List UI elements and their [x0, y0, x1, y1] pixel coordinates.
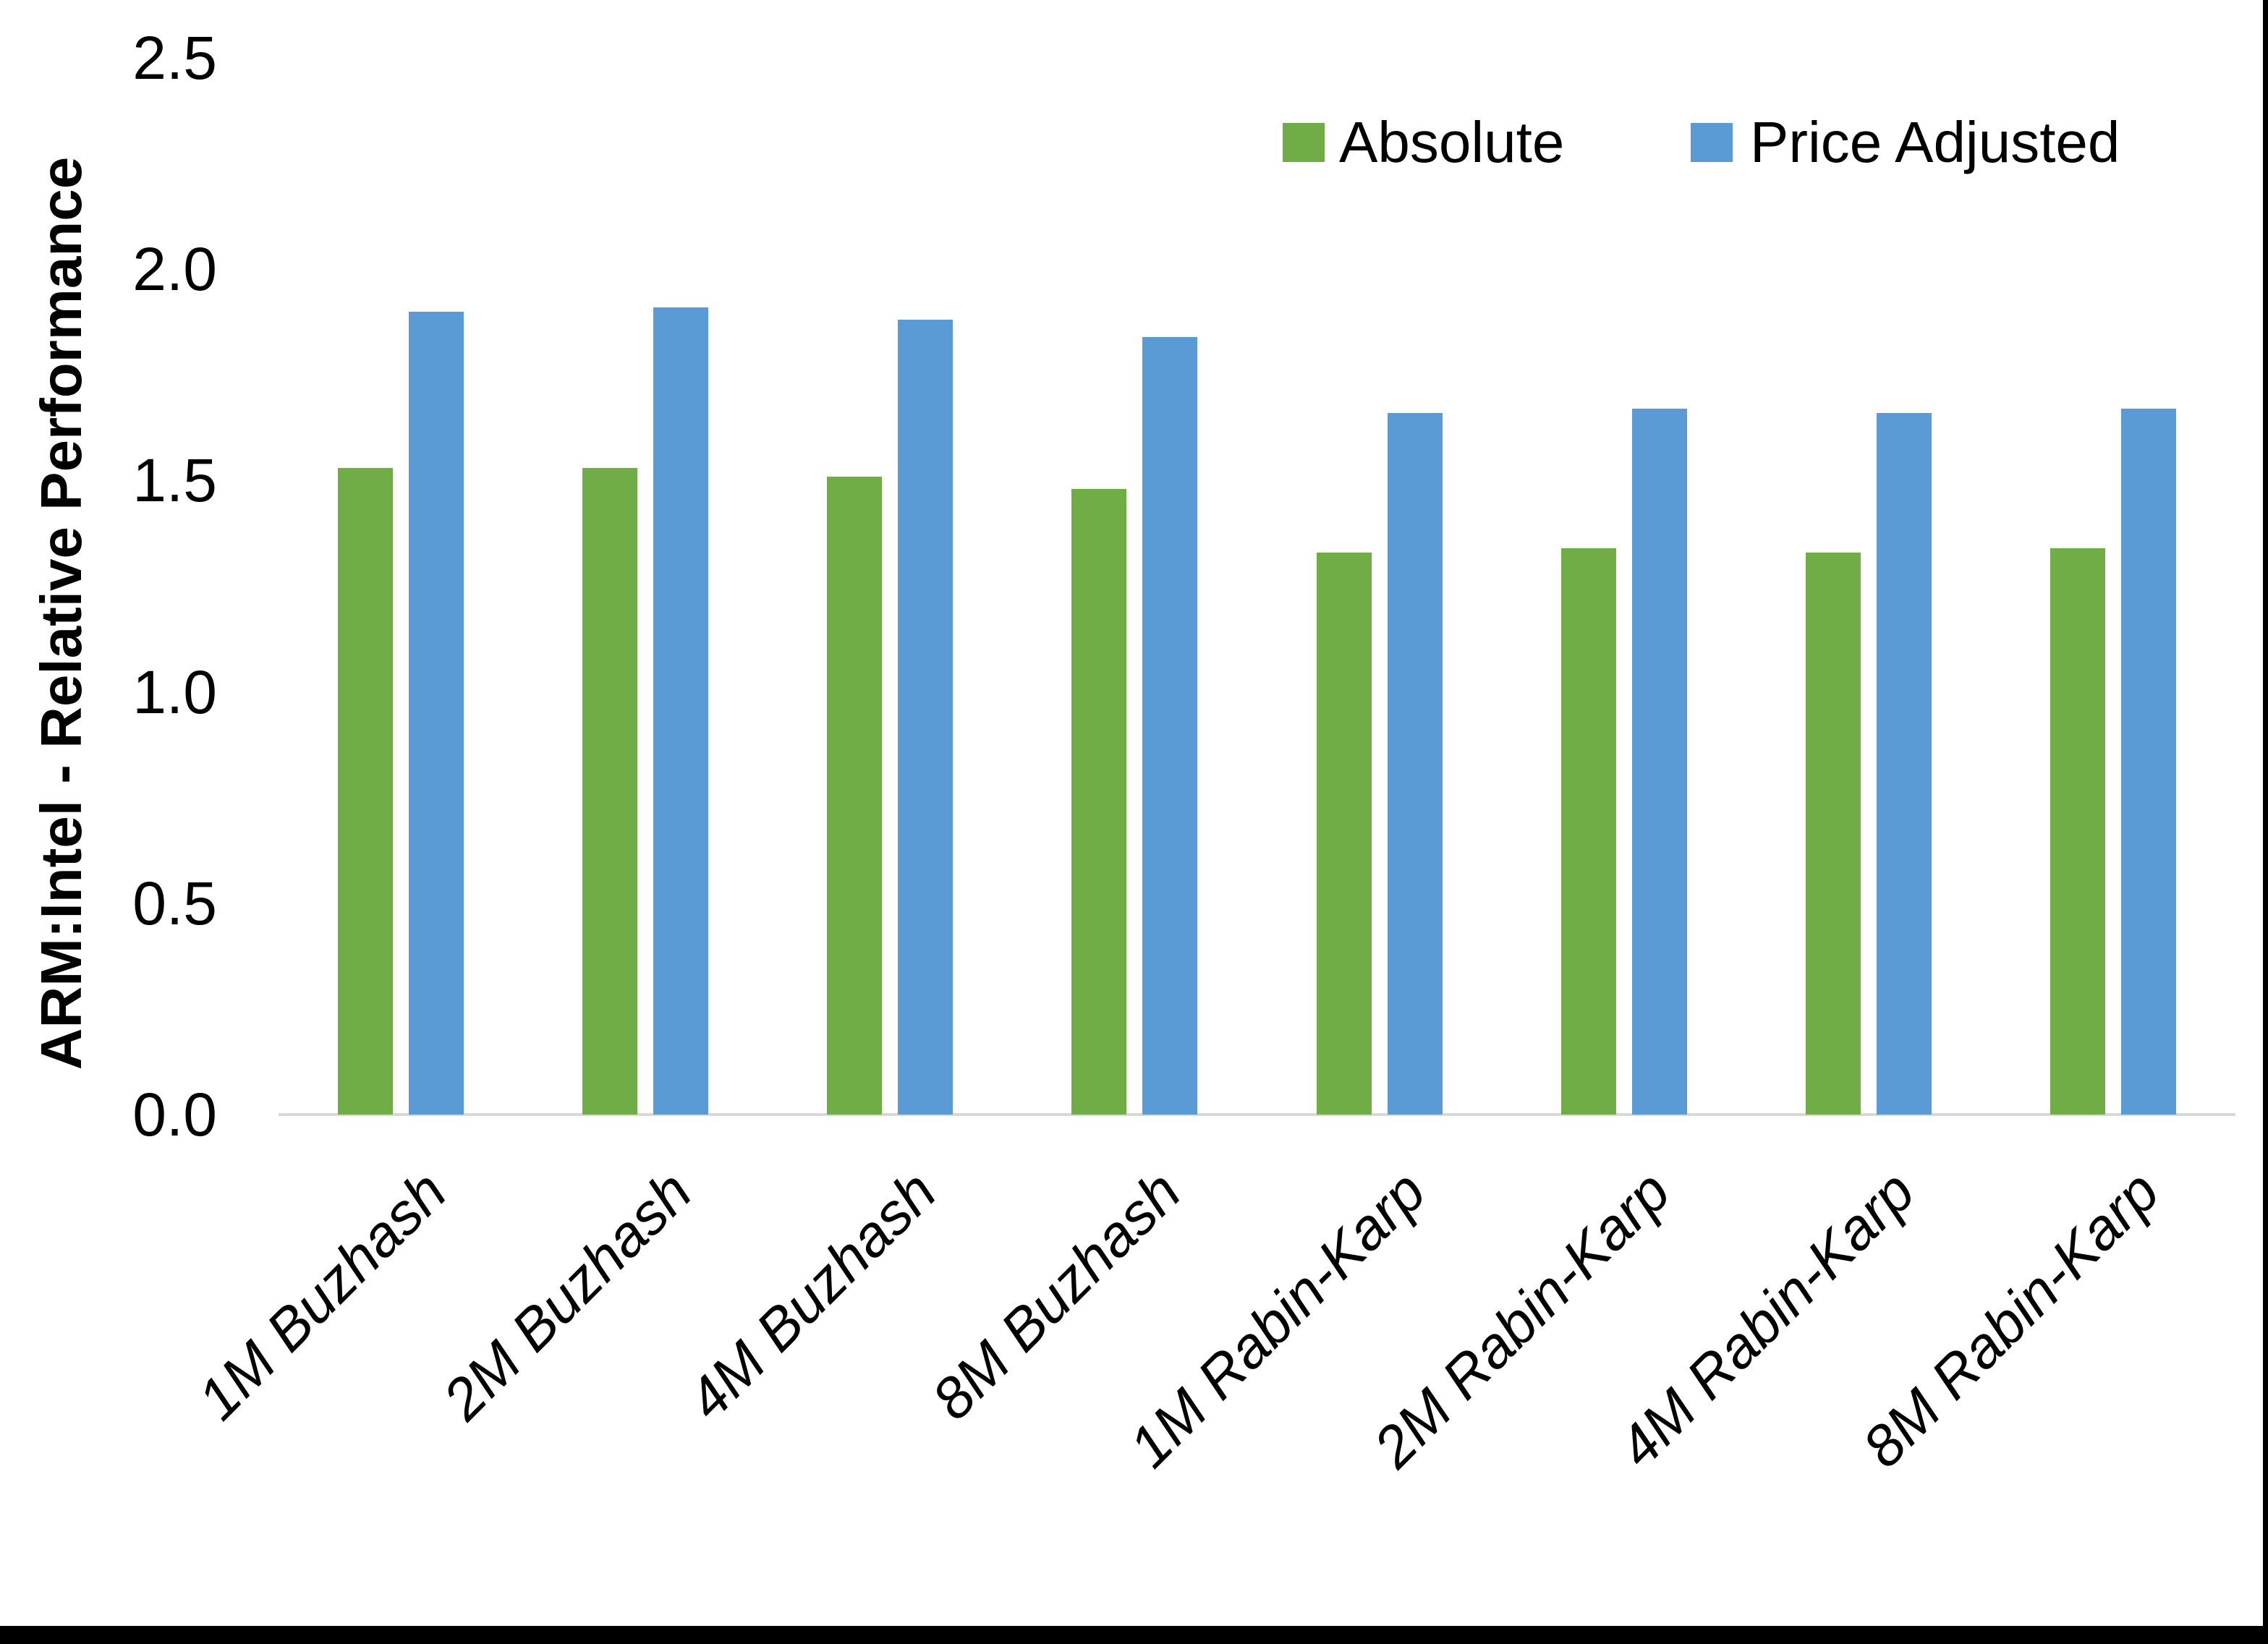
y-tick-label: 2.0	[132, 235, 217, 304]
legend-label-price-adjusted: Price Adjusted	[1750, 110, 2120, 174]
right-border	[2263, 0, 2268, 1644]
y-tick-label: 2.5	[132, 24, 217, 92]
x-axis-line	[279, 1113, 2235, 1116]
bar-absolute-2	[827, 476, 883, 1115]
bar-absolute-7	[2050, 548, 2105, 1115]
bottom-border	[0, 1626, 2268, 1644]
bar-absolute-4	[1316, 552, 1372, 1115]
legend-label-absolute: Absolute	[1339, 110, 1565, 174]
bar-price-adjusted-3	[1142, 336, 1198, 1115]
legend-swatch-price-adjusted	[1691, 123, 1733, 162]
y-tick-label: 0.0	[132, 1081, 217, 1149]
bar-price-adjusted-1	[653, 307, 709, 1115]
bar-absolute-3	[1071, 489, 1127, 1115]
y-tick-label: 1.5	[132, 446, 217, 515]
y-tick-label: 1.0	[132, 657, 217, 726]
bar-absolute-6	[1805, 552, 1861, 1115]
bar-absolute-0	[338, 467, 394, 1115]
y-tick-label: 0.5	[132, 869, 217, 937]
bar-price-adjusted-0	[409, 311, 464, 1115]
bar-price-adjusted-4	[1387, 412, 1443, 1115]
bar-absolute-1	[582, 467, 638, 1115]
bar-price-adjusted-7	[2120, 409, 2176, 1115]
bar-price-adjusted-2	[898, 320, 954, 1115]
bar-absolute-5	[1560, 548, 1616, 1115]
legend-swatch-absolute	[1283, 123, 1325, 162]
bar-price-adjusted-5	[1631, 409, 1687, 1115]
bar-price-adjusted-6	[1876, 412, 1932, 1115]
